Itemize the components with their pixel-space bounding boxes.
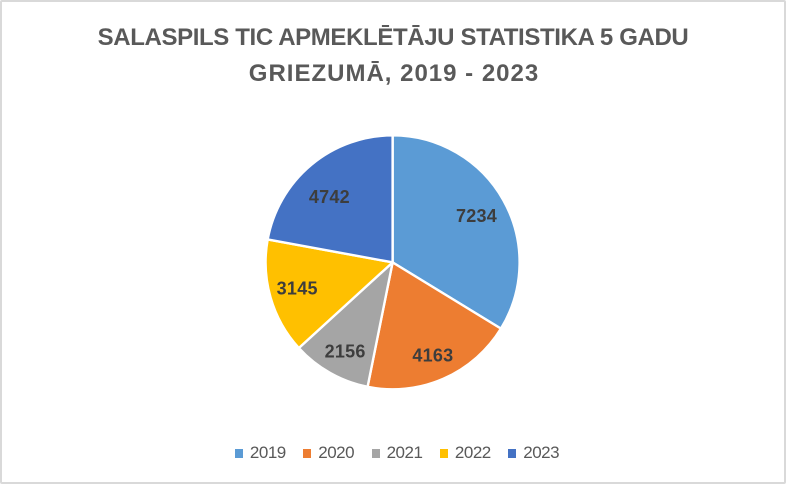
svg-text:3145: 3145 (277, 278, 318, 298)
svg-text:4742: 4742 (309, 187, 350, 207)
svg-text:7234: 7234 (456, 206, 497, 226)
svg-text:4163: 4163 (412, 345, 453, 365)
svg-text:2156: 2156 (325, 342, 366, 362)
